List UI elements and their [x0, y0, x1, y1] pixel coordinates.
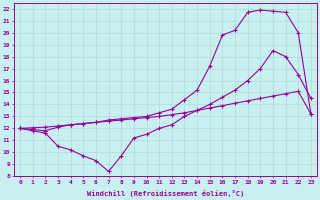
- X-axis label: Windchill (Refroidissement éolien,°C): Windchill (Refroidissement éolien,°C): [87, 190, 244, 197]
